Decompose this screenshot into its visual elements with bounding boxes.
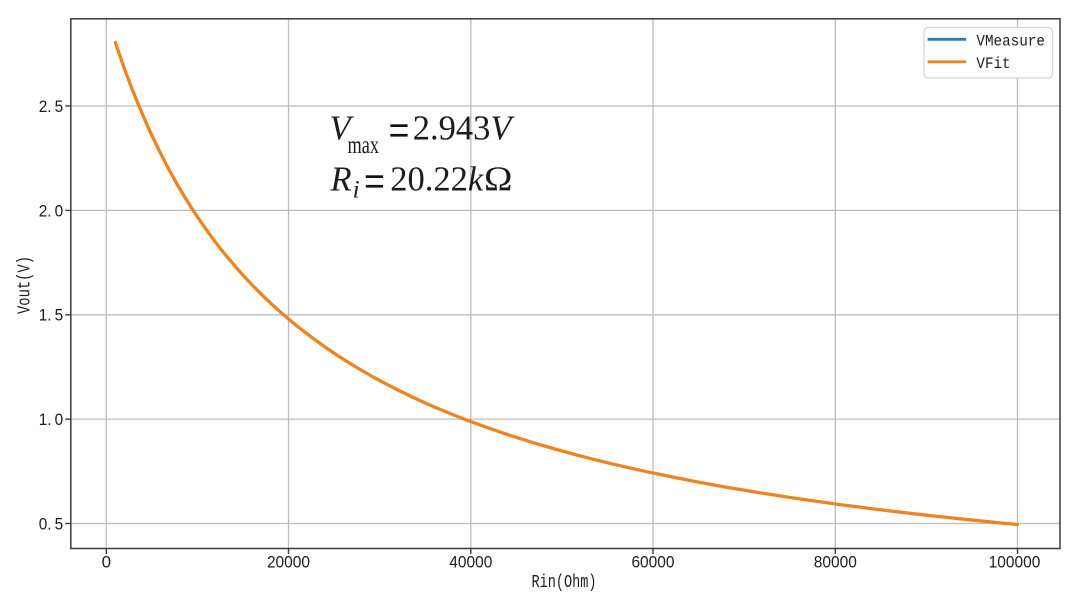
svg-text:60000: 60000 xyxy=(631,552,674,571)
svg-text:100000: 100000 xyxy=(989,552,1041,571)
svg-text:Ω: Ω xyxy=(484,161,513,199)
svg-text:R: R xyxy=(330,161,352,199)
svg-text:max: max xyxy=(348,132,380,159)
svg-text:2.943V: 2.943V xyxy=(413,110,516,148)
svg-text:1. 5: 1. 5 xyxy=(39,306,64,325)
svg-text:Vout(V): Vout(V) xyxy=(16,256,36,314)
svg-text:0. 5: 0. 5 xyxy=(39,514,64,533)
svg-text:1. 0: 1. 0 xyxy=(39,410,64,429)
svg-text:i: i xyxy=(353,177,360,204)
svg-text:V: V xyxy=(330,110,355,148)
svg-text:2. 0: 2. 0 xyxy=(39,201,64,220)
svg-text:VMeasure: VMeasure xyxy=(976,32,1045,50)
svg-text:2. 5: 2. 5 xyxy=(39,97,64,116)
svg-text:80000: 80000 xyxy=(814,552,857,571)
svg-text:40000: 40000 xyxy=(449,552,492,571)
svg-text:VFit: VFit xyxy=(976,55,1010,73)
svg-text:20000: 20000 xyxy=(267,552,310,571)
svg-text:20.22k: 20.22k xyxy=(390,161,484,199)
svg-text:0: 0 xyxy=(102,552,111,571)
svg-text:Rin(Ohm): Rin(Ohm) xyxy=(532,573,597,593)
